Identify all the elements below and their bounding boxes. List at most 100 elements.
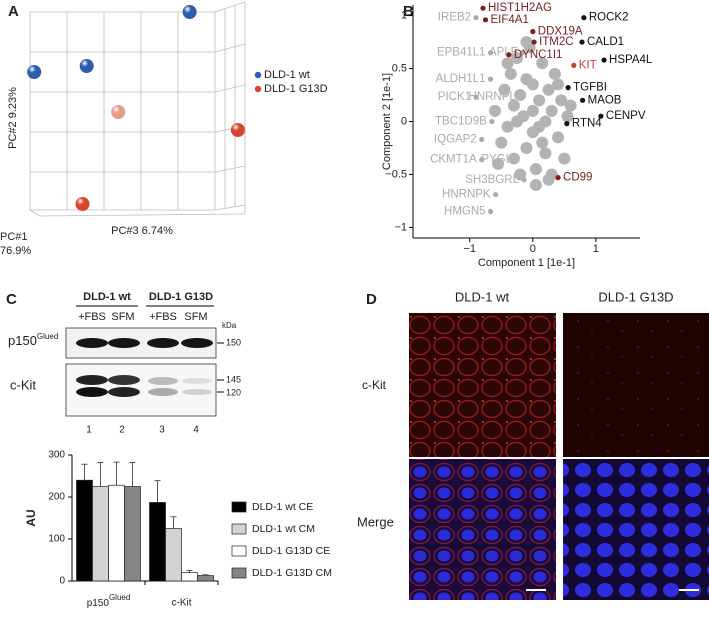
point — [536, 57, 549, 70]
point — [564, 99, 577, 112]
point — [479, 157, 485, 163]
point — [501, 120, 514, 133]
point — [75, 197, 90, 211]
point — [555, 175, 561, 181]
legend-swatch — [231, 523, 247, 535]
point — [531, 39, 537, 45]
point-label: ALDH1L1 — [436, 73, 486, 85]
error-bar — [170, 516, 177, 529]
point-label: IQGAP2 — [434, 134, 477, 146]
bar — [197, 575, 214, 582]
row-label: c-Kit — [10, 377, 36, 392]
y-tick-label: 0.5 — [392, 62, 407, 74]
x-tick-label-sup: Glued — [109, 593, 130, 602]
x-tick-label: p150Glued — [87, 593, 131, 609]
legend-label: DLD-1 wt — [264, 69, 310, 81]
point — [511, 115, 524, 128]
point — [487, 208, 494, 215]
point — [480, 5, 486, 11]
bar — [76, 479, 93, 582]
error-bar — [113, 461, 120, 486]
point-label: RTN4 — [572, 118, 602, 130]
point-label: ROCK2 — [589, 12, 629, 24]
y-axis-label: AU — [24, 509, 38, 526]
marker: 145 — [226, 374, 241, 384]
legend-label: DLD-1 G13D — [264, 83, 328, 95]
point — [598, 113, 604, 119]
point — [514, 89, 527, 102]
point — [514, 168, 527, 181]
legend-label: DLD-1 G13D CM — [252, 567, 332, 579]
microscopy-panel: DLD-1 wt DLD-1 G13D c-Kit Merge — [357, 289, 709, 600]
point-label: IREB2 — [438, 12, 471, 24]
y-tick-label: −1 — [394, 221, 407, 233]
panel-letter: D — [366, 291, 377, 308]
micrograph — [409, 313, 556, 457]
row-label-base: p150 — [8, 333, 37, 348]
point — [495, 136, 508, 149]
point-label: HNRNPK — [442, 189, 491, 201]
column-title: DLD-1 wt — [455, 289, 510, 304]
row-label-sup: Glued — [37, 332, 58, 341]
lane-number: 1 — [86, 425, 92, 436]
legend-swatch — [231, 501, 247, 513]
x-tick-label: c-Kit — [172, 598, 192, 609]
y-tick-label: 100 — [48, 534, 65, 545]
x-tick-label: −1 — [463, 243, 476, 255]
bands — [76, 338, 213, 348]
point — [601, 57, 607, 63]
point — [487, 76, 494, 82]
point — [520, 141, 533, 154]
bar — [165, 528, 182, 582]
marker: 150 — [226, 337, 241, 347]
y-tick-label: 1 — [401, 9, 407, 21]
lane-number: 3 — [159, 425, 165, 436]
y-tick-label: 300 — [48, 450, 65, 461]
bands — [76, 375, 212, 397]
y-tick-label: 0 — [401, 115, 407, 127]
point — [581, 15, 587, 21]
z-axis-label: 76.9% — [0, 245, 31, 257]
lane-number: 4 — [193, 425, 199, 436]
x-tick-label-base: p150 — [87, 598, 110, 609]
point — [507, 99, 520, 112]
point — [564, 121, 570, 127]
condition: +FBS — [149, 311, 177, 323]
condition: SFM — [184, 311, 207, 323]
marker: 120 — [226, 387, 241, 397]
panel-letter: C — [6, 291, 17, 308]
point — [542, 173, 555, 186]
micrograph — [409, 459, 556, 600]
point-label: ITM2C — [539, 36, 574, 48]
y-axis-label: Component 2 [1e-1] — [381, 73, 393, 170]
point-label: CALD1 — [587, 36, 624, 48]
point-label: TBC1D9B — [435, 116, 487, 128]
legend-label: DLD-1 wt CM — [252, 523, 315, 535]
point — [571, 62, 577, 68]
legend-label: DLD-1 G13D CE — [252, 545, 330, 557]
y-tick-label: 0 — [59, 576, 65, 587]
point — [79, 59, 94, 73]
condition: +FBS — [78, 311, 106, 323]
point — [479, 136, 485, 143]
legend-marker — [254, 85, 262, 93]
point — [111, 105, 126, 119]
bar — [149, 502, 166, 582]
point — [548, 67, 561, 80]
point — [580, 97, 586, 103]
bar — [124, 486, 141, 582]
point-label: CD99 — [563, 172, 592, 184]
point — [487, 50, 494, 56]
bar — [92, 486, 109, 582]
point — [182, 5, 197, 19]
point-label: DYNC1I1 — [514, 49, 563, 61]
point — [558, 152, 571, 165]
point — [492, 157, 505, 170]
legend-swatch — [231, 567, 247, 579]
point — [529, 163, 542, 176]
point — [552, 78, 565, 91]
point-label: EIF4A1 — [491, 14, 529, 26]
point-label: TGFBI — [573, 82, 607, 94]
point — [579, 39, 585, 45]
